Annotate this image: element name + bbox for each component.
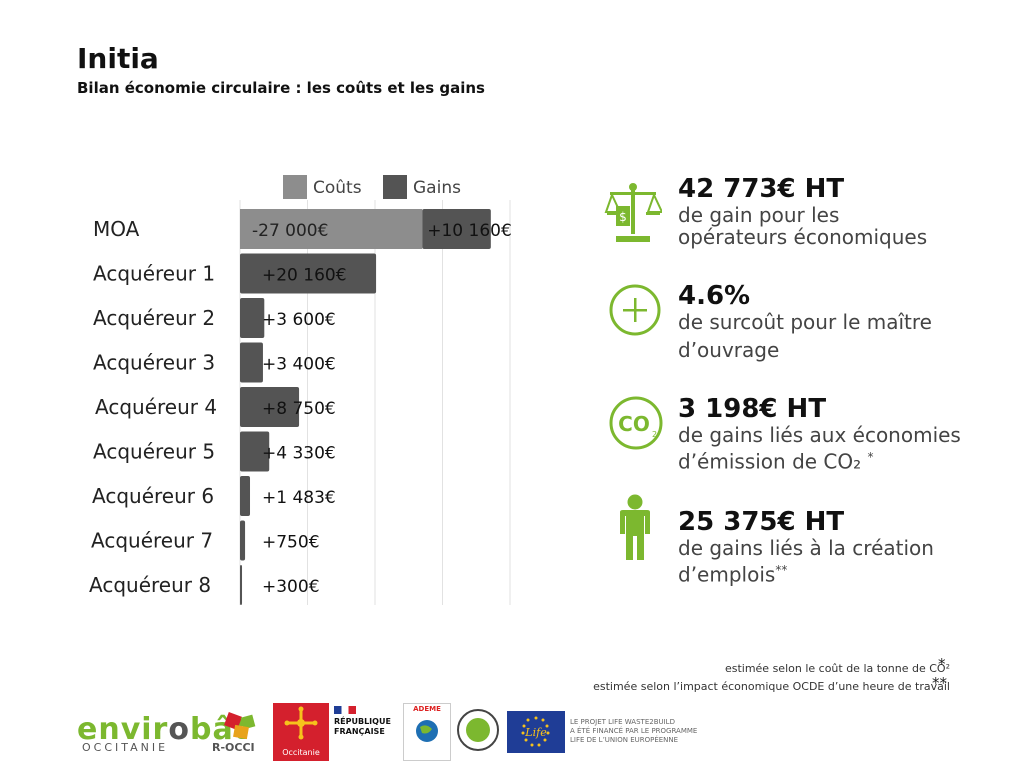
svg-text:CO: CO [618,412,650,436]
stat-block: 3 198€ HT de gains liés aux économies d’… [678,394,961,473]
bar-gains [240,298,265,338]
life-waste2build-logo [456,704,500,756]
category-label: Acquéreur 5 [93,440,215,464]
stat-value: 4.6% [678,281,751,311]
bar-gains [240,342,263,383]
stat-desc-line1: de surcoût pour le maître [678,310,932,334]
bar-gains [240,565,243,605]
bar-gains [240,253,377,294]
stat-block: 25 375€ HT de gains liés à la création d… [678,507,934,586]
bar-costs [240,209,423,249]
envirobat-logo: envirobât [77,712,250,747]
legend-swatch-costs [283,175,307,199]
envirobat-subtitle: OCCITANIE [82,741,169,754]
stat-block: 42 773€ HT de gain pour les opérateurs é… [678,174,927,248]
occitanie-logo: Occitanie [273,703,329,761]
footnote-mark: ** [932,674,947,692]
bar-gains [240,387,300,427]
stat-desc-line1: de gain pour les [678,203,840,227]
scale-icon: $ [604,180,664,248]
category-label: Acquéreur 3 [93,351,215,375]
legend-label-gains: Gains [413,178,461,198]
footnote-mark: ** [775,563,788,577]
stat-value: 25 375€ HT [678,507,845,537]
data-label-gains: +10 160€ [427,221,512,241]
bar-gains [240,520,246,561]
ademe-logo: ADEME [403,703,451,761]
category-label: MOA [93,217,140,241]
eu-funding-text: LE PROJET LIFE WASTE2BUILD A ÉTÉ FINANCÉ… [570,718,698,744]
stat-value: 42 773€ HT [678,174,845,204]
plus-circle-icon [608,283,662,341]
footnote-mark: * [867,450,874,464]
category-label: Acquéreur 7 [91,529,213,553]
stat-desc-line2: d’ouvrage [678,338,780,362]
data-label-gains: +750€ [262,533,320,553]
page-title: Initia [77,42,159,75]
category-label: Acquéreur 1 [93,262,215,286]
footnote-jobs: estimée selon l’impact économique OCDE d… [593,680,950,693]
stat-desc-line1: de gains liés aux économies [678,423,961,447]
page-subtitle: Bilan économie circulaire : les coûts et… [77,79,485,97]
stat-desc-line2: d’émission de CO₂ [678,449,862,474]
legend-swatch-gains [383,175,407,199]
footnote-mark: * [938,655,946,673]
data-label-gains: +20 160€ [262,266,347,286]
stat-value: 3 198€ HT [678,394,827,424]
eu-life-logo: Life [507,711,565,753]
data-label-gains: +4 330€ [262,444,336,464]
category-label: Acquéreur 4 [95,395,217,419]
rocci-label: R-OCCI [212,741,255,754]
data-label-gains: +3 600€ [262,310,336,330]
data-label-gains: +3 400€ [262,355,336,375]
bar-gains [240,431,270,472]
stat-desc-line2: opérateurs économiques [678,225,928,249]
category-label: Acquéreur 8 [89,573,211,597]
person-icon [614,494,656,566]
legend-label-costs: Coûts [313,178,362,198]
republique-francaise-logo: RÉPUBLIQUE FRANÇAISE [334,706,391,737]
data-label-gains: +8 750€ [262,399,336,419]
svg-text:$: $ [619,210,627,224]
data-label-gains: +300€ [262,577,320,597]
stat-block: 4.6% de surcoût pour le maître d’ouvrage [678,281,932,361]
category-label: Acquéreur 6 [92,484,214,508]
bar-gains [422,209,491,249]
category-label: Acquéreur 2 [93,306,215,330]
bar-chart: Coûts Gains MOA -27 000€ +10 160€ Acquéreur 1… [89,175,512,605]
co2-icon: CO 2 [608,395,664,455]
bar-gains [240,476,251,516]
svg-text:2: 2 [652,430,657,439]
data-label-gains: +1 483€ [262,488,336,508]
svg-text:Life: Life [524,726,547,739]
stat-desc-line2: d’emplois [678,562,776,587]
rocci-logo [220,712,264,756]
data-label-costs: -27 000€ [252,221,328,241]
footnote-co2: estimée selon le coût de la tonne de CO² [724,662,950,675]
stat-desc-line1: de gains liés à la création [678,536,934,560]
